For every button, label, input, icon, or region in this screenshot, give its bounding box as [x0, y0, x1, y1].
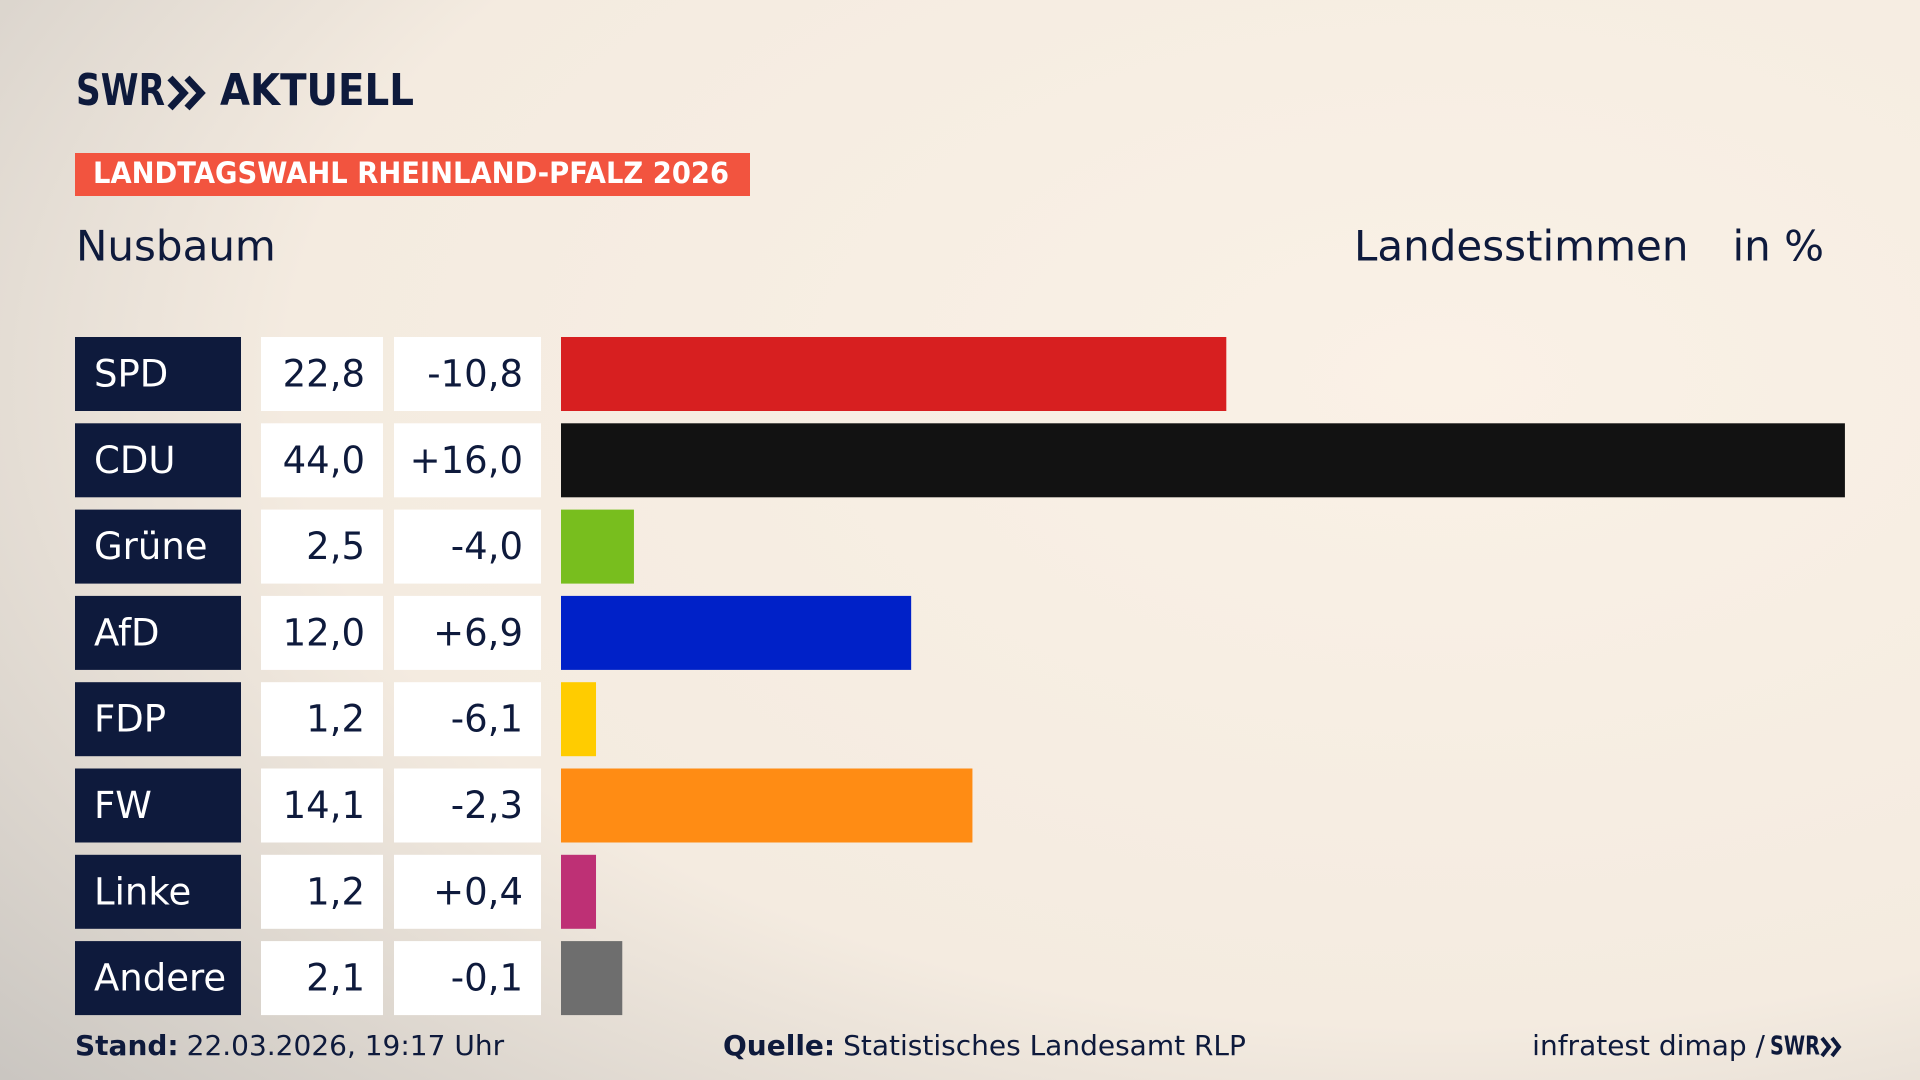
change-label: +6,9: [433, 611, 523, 654]
value-label: 2,5: [306, 525, 365, 568]
change-label: -2,3: [451, 784, 523, 827]
stand: 22.03.2026, 19:17 Uhr: [187, 1029, 505, 1062]
party-box: [75, 941, 241, 1016]
bar: [561, 768, 973, 843]
party-label: FW: [94, 784, 152, 827]
footer-stand: Stand: 22.03.2026, 19:17 Uhr: [75, 1029, 505, 1062]
party-box: [75, 595, 241, 670]
stand-label: Stand:: [75, 1029, 179, 1062]
credit-brand: SWR: [1770, 1032, 1820, 1062]
change-box: [394, 682, 541, 757]
party-label: Linke: [94, 870, 191, 913]
footer-source: Quelle: Statistisches Landesamt RLP: [723, 1029, 1246, 1062]
value-label: 1,2: [306, 870, 365, 913]
measure: Landesstimmen: [1354, 222, 1688, 271]
change-box: [394, 854, 541, 929]
change-label: +16,0: [410, 439, 523, 482]
party-label: FDP: [94, 698, 166, 741]
party-label: SPD: [94, 353, 168, 396]
party-box: [75, 854, 241, 929]
change-label: -10,8: [427, 353, 523, 396]
party-label: Andere: [94, 957, 226, 1000]
bar: [561, 337, 1227, 411]
change-label: +0,4: [433, 870, 523, 913]
value-box: [261, 941, 383, 1016]
bar: [561, 682, 597, 757]
bar: [561, 595, 912, 670]
place: Nusbaum: [76, 222, 276, 271]
source: Statistisches Landesamt RLP: [843, 1029, 1246, 1062]
change-box: [394, 509, 541, 584]
value-box: [261, 768, 383, 843]
value-label: 14,1: [283, 784, 365, 827]
bar: [561, 854, 597, 929]
party-box: [75, 509, 241, 584]
party-box: [75, 337, 241, 411]
change-label: -4,0: [451, 525, 523, 568]
change-label: -0,1: [451, 957, 523, 1000]
bar: [561, 509, 634, 584]
badge-text: LANDTAGSWAHL RHEINLAND-PFALZ 2026: [93, 156, 729, 190]
logo-product: AKTUELL: [220, 65, 414, 116]
unit: in %: [1732, 222, 1824, 271]
value-box: [261, 595, 383, 670]
bar: [561, 423, 1845, 498]
party-box: [75, 768, 241, 843]
bar: [561, 941, 623, 1016]
value-box: [261, 423, 383, 498]
credit-chevrons: [1820, 1036, 1842, 1058]
value-label: 2,1: [306, 957, 365, 1000]
badge: [75, 153, 750, 196]
source-label: Quelle:: [723, 1029, 835, 1062]
change-box: [394, 337, 541, 411]
value-label: 1,2: [306, 698, 365, 741]
value-box: [261, 337, 383, 411]
change-box: [394, 941, 541, 1016]
value-box: [261, 854, 383, 929]
logo-brand: SWR: [76, 65, 165, 116]
change-box: [394, 595, 541, 670]
credit: infratest dimap /: [1532, 1029, 1765, 1062]
party-label: CDU: [94, 439, 175, 482]
party-label: Grüne: [94, 525, 208, 568]
logo-chevrons: [167, 75, 206, 111]
value-label: 22,8: [283, 353, 365, 396]
value-label: 44,0: [283, 439, 365, 482]
party-box: [75, 682, 241, 757]
party-box: [75, 423, 241, 498]
change-box: [394, 423, 541, 498]
change-box: [394, 768, 541, 843]
change-label: -6,1: [451, 698, 523, 741]
value-label: 12,0: [283, 611, 365, 654]
value-box: [261, 682, 383, 757]
value-box: [261, 509, 383, 584]
party-label: AfD: [94, 611, 160, 654]
